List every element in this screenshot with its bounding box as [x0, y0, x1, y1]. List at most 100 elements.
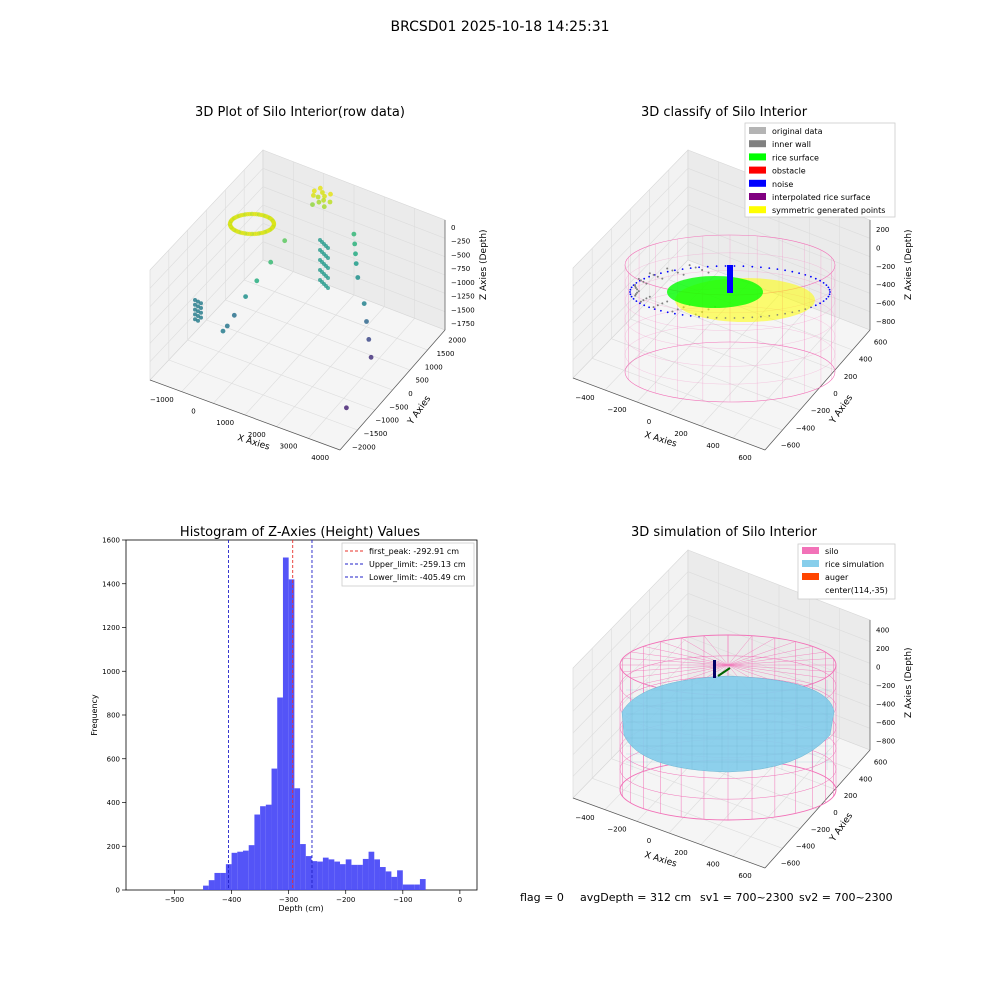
inner-wall-point — [648, 272, 651, 275]
inner-wall-point — [652, 273, 655, 276]
raw-point — [368, 354, 374, 360]
inner-wall-point — [701, 269, 704, 271]
legend-swatch — [749, 153, 766, 161]
raw-low-point — [193, 312, 197, 317]
legend-swatch — [802, 547, 819, 554]
z-tick-label: −1000 — [451, 279, 475, 287]
noise-point — [825, 298, 828, 300]
legend-swatch — [749, 127, 766, 134]
inner-wall-point — [682, 273, 685, 276]
inner-wall-point — [642, 299, 645, 302]
y-tick-label: 1500 — [437, 350, 455, 358]
hist-title: Histogram of Z-Axies (Height) Values — [180, 525, 420, 540]
inner-wall-point — [642, 280, 645, 283]
panel-classify-title: 3D classify of Silo Interior — [641, 105, 808, 120]
inner-wall-point — [634, 285, 637, 288]
raw-point — [353, 261, 359, 266]
noise-point — [798, 272, 800, 275]
y-tick-label: 0 — [833, 390, 837, 398]
hist-bar — [288, 579, 295, 891]
raw-low-point — [199, 315, 203, 320]
z-tick-label: −500 — [451, 251, 470, 259]
auger-arm — [717, 667, 731, 677]
raw-point — [310, 202, 315, 208]
raw-low-point — [199, 301, 203, 306]
classify-legend: original data inner wall rice surface obsta… — [744, 122, 896, 218]
y-tick-label: 400 — [107, 799, 120, 807]
x-tick-label: 0 — [647, 418, 651, 426]
z-tick-label: 0 — [876, 663, 880, 671]
noise-point — [632, 298, 635, 300]
inner-wall-point — [645, 282, 648, 285]
auger-shaft — [713, 660, 716, 678]
silo-spoke — [630, 651, 729, 666]
noise-point — [822, 282, 825, 284]
raw-point — [231, 312, 237, 318]
legend-label: obstacle — [772, 167, 806, 176]
inner-wall-point — [648, 295, 651, 298]
legend-label: rice surface — [772, 153, 819, 162]
z-tick-label: −750 — [451, 265, 470, 273]
legend-swatch — [749, 140, 766, 148]
inner-wall-point — [634, 286, 637, 289]
hist-bar — [362, 858, 369, 890]
inner-wall-point — [636, 291, 639, 294]
y-tick-label: 0 — [116, 887, 120, 895]
legend-swatch — [749, 206, 766, 214]
noise-point — [629, 288, 632, 291]
raw-point — [353, 251, 358, 257]
silo-spoke — [622, 658, 729, 666]
y-tick-label: 600 — [107, 755, 120, 763]
hist-vlines — [227, 540, 313, 890]
z-tick-label: −200 — [876, 263, 895, 271]
raw-column-point — [326, 246, 330, 250]
noise-point — [635, 282, 638, 284]
y-axis-line — [764, 749, 871, 869]
grid-line — [262, 241, 446, 312]
inner-wall-point — [707, 271, 710, 274]
hist-bar — [294, 788, 301, 890]
y-tick-label: 200 — [844, 373, 857, 381]
inner-wall-point — [637, 277, 640, 280]
raw-low-point — [196, 304, 200, 309]
hist-bar — [231, 852, 238, 890]
hist-bar — [397, 870, 403, 890]
hist-plot-area — [125, 539, 478, 891]
raw-low-point — [193, 302, 197, 307]
x-axis-line — [572, 797, 766, 869]
noise-point — [674, 269, 676, 272]
x-tick-label: 1000 — [216, 419, 234, 427]
noise-point — [733, 265, 736, 267]
y-tick-label: 0 — [408, 390, 412, 398]
y-tick-label: 400 — [859, 356, 872, 364]
hist-bar — [379, 867, 386, 890]
raw-zlabel: Z Axies (Depth) — [479, 229, 489, 300]
x-tick-label: 3000 — [280, 443, 298, 451]
raw-low-point — [193, 307, 197, 312]
y-tick-label: 500 — [415, 377, 428, 385]
legend-label: Upper_limit: -259.13 cm — [369, 560, 466, 569]
silo-spoke — [727, 646, 813, 666]
sim-title: 3D simulation of Silo Interior — [631, 525, 818, 540]
y-tick-label: 400 — [859, 775, 872, 783]
noise-point — [742, 265, 745, 268]
x-tick-label: −300 — [279, 896, 298, 904]
noise-point — [643, 277, 646, 280]
inner-wall-point — [661, 277, 664, 280]
inner-wall-point — [666, 267, 669, 270]
hist-bar — [282, 557, 289, 890]
inner-wall-point — [634, 293, 637, 296]
legend-label: original data — [772, 127, 823, 136]
hist-bar — [357, 864, 363, 890]
raw-point — [328, 191, 333, 197]
x-tick-label: 2000 — [248, 431, 266, 439]
legend-label: silo — [825, 547, 839, 556]
z-tick-label: −250 — [451, 238, 470, 246]
footer-avg-depth: avgDepth = 312 cm — [580, 891, 691, 904]
silo-spoke — [660, 641, 729, 666]
raw-point — [352, 241, 358, 247]
silo-spoke — [681, 637, 729, 666]
noise-point — [698, 266, 700, 269]
raw-point — [316, 199, 322, 205]
hist-bar — [385, 871, 392, 890]
